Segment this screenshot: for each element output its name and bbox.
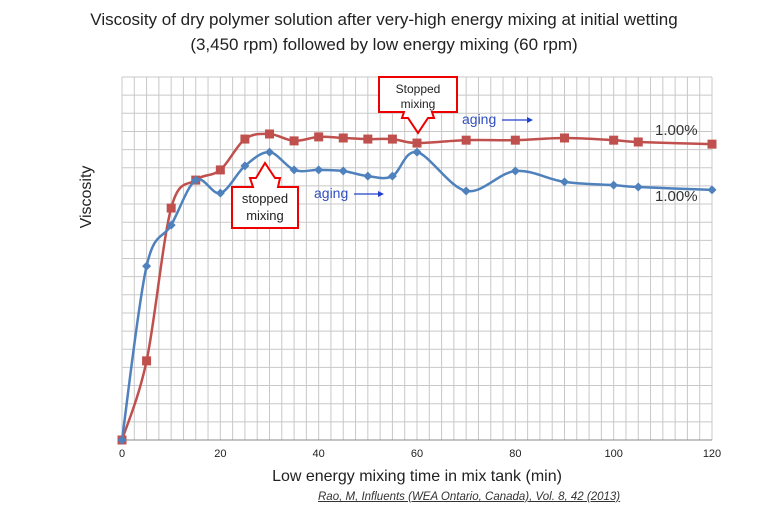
data-point-red bbox=[142, 356, 152, 366]
y-axis-label: Viscosity bbox=[78, 166, 95, 229]
data-point-red bbox=[215, 165, 225, 175]
data-point-blue bbox=[142, 261, 152, 271]
data-point-red bbox=[240, 134, 250, 144]
svg-text:Stopped: Stopped bbox=[396, 82, 441, 96]
series-label-blue: 1.00% bbox=[655, 188, 698, 205]
data-point-blue bbox=[412, 147, 422, 157]
data-point-red bbox=[609, 135, 619, 145]
callout-stopped-mixing-2: Stopped mixing bbox=[378, 76, 458, 135]
series-label-red: 1.00% bbox=[655, 122, 698, 139]
x-tick-label: 100 bbox=[604, 448, 622, 460]
data-point-blue bbox=[215, 188, 225, 198]
data-point-red bbox=[166, 203, 176, 213]
callout-stopped-mixing-1: stopped mixing bbox=[231, 161, 299, 229]
data-point-blue bbox=[560, 177, 569, 187]
x-ticks: 0 20 40 60 80 100 120 bbox=[119, 448, 721, 460]
data-point-blue bbox=[240, 161, 250, 171]
aging-annotation-2: aging bbox=[462, 111, 533, 127]
data-point-blue bbox=[166, 220, 176, 230]
data-point-red bbox=[560, 133, 569, 143]
citation: Rao, M, Influents (WEA Ontario, Canada),… bbox=[318, 491, 621, 503]
chart-title-line2: (3,450 rpm) followed by low energy mixin… bbox=[190, 35, 578, 54]
data-point-red bbox=[461, 135, 471, 145]
data-point-blue bbox=[510, 166, 520, 176]
aging-annotation-1: aging bbox=[314, 185, 384, 201]
data-point-red bbox=[265, 129, 274, 139]
data-point-blue bbox=[363, 171, 373, 181]
data-point-red bbox=[633, 137, 643, 147]
x-axis-label: Low energy mixing time in mix tank (min) bbox=[272, 468, 562, 485]
chart-title-line1: Viscosity of dry polymer solution after … bbox=[90, 10, 678, 29]
x-tick-label: 0 bbox=[119, 448, 125, 460]
svg-text:mixing: mixing bbox=[401, 97, 436, 111]
svg-text:aging: aging bbox=[462, 111, 496, 127]
data-point-blue bbox=[314, 165, 324, 175]
x-tick-label: 60 bbox=[411, 448, 423, 460]
x-tick-label: 20 bbox=[214, 448, 226, 460]
x-tick-label: 40 bbox=[313, 448, 325, 460]
data-point-red bbox=[387, 134, 397, 144]
data-point-blue bbox=[265, 147, 274, 157]
data-point-red bbox=[314, 132, 324, 142]
data-point-blue bbox=[609, 180, 619, 190]
data-point-blue bbox=[707, 185, 717, 195]
data-point-blue bbox=[633, 182, 643, 192]
svg-text:stopped: stopped bbox=[242, 191, 288, 206]
data-point-red bbox=[363, 134, 373, 144]
svg-text:mixing: mixing bbox=[246, 208, 284, 223]
x-tick-label: 120 bbox=[703, 448, 721, 460]
data-point-red bbox=[289, 136, 299, 146]
svg-text:aging: aging bbox=[314, 185, 348, 201]
data-point-red bbox=[510, 135, 520, 145]
x-tick-label: 80 bbox=[509, 448, 521, 460]
data-point-red bbox=[412, 138, 422, 148]
grid bbox=[121, 76, 713, 441]
data-point-blue bbox=[191, 175, 201, 185]
data-point-blue bbox=[387, 171, 397, 181]
data-point-blue bbox=[289, 165, 299, 175]
data-point-blue bbox=[461, 186, 471, 196]
data-point-red bbox=[338, 133, 348, 143]
data-point-red bbox=[707, 139, 717, 149]
data-point-blue bbox=[117, 435, 127, 445]
data-point-blue bbox=[338, 166, 348, 176]
